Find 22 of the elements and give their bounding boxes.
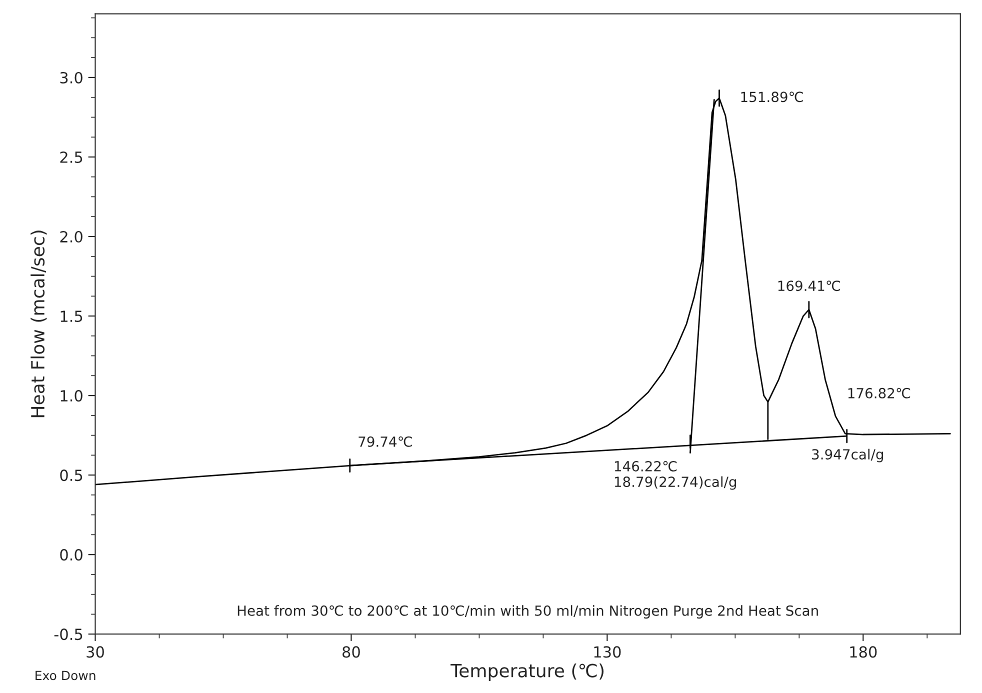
y-tick-label: 1.0 xyxy=(60,390,82,402)
y-tick-label: 1.5 xyxy=(60,310,82,322)
text: Exo Down xyxy=(36,670,96,680)
annotation: 151.89℃ xyxy=(741,92,803,102)
x-tick-label: 30 xyxy=(86,646,104,658)
y-tick-label: 0.5 xyxy=(60,470,82,482)
x-tick-label: 180 xyxy=(850,646,877,658)
y-tick-label: 3.0 xyxy=(60,72,82,84)
x-tick-label: 80 xyxy=(342,646,360,658)
x-axis-title: Temperature (℃) xyxy=(450,663,604,681)
y-tick-label: 2.5 xyxy=(60,151,82,164)
y-tick-label: 2.0 xyxy=(60,230,82,243)
annotation: 79.74℃ xyxy=(358,436,412,447)
y-axis-title: Heat Flow (mcal/sec) xyxy=(30,230,47,418)
annotation: 176.82℃ xyxy=(848,388,910,398)
annotation: 3.947cal/g xyxy=(812,448,884,462)
x-tick-label: 130 xyxy=(594,646,621,658)
annotation: 146.22℃ 18.79(22.74)cal/g xyxy=(614,460,736,490)
y-tick-label: -0.5 xyxy=(54,628,82,640)
y-tick-label: 0.0 xyxy=(60,549,82,561)
annotation: 169.41℃ xyxy=(778,280,840,292)
annotation: Heat from 30℃ to 200℃ at 10℃/min with 50 ml/min Nitrogen Purge 2nd Heat Scan xyxy=(238,605,818,619)
